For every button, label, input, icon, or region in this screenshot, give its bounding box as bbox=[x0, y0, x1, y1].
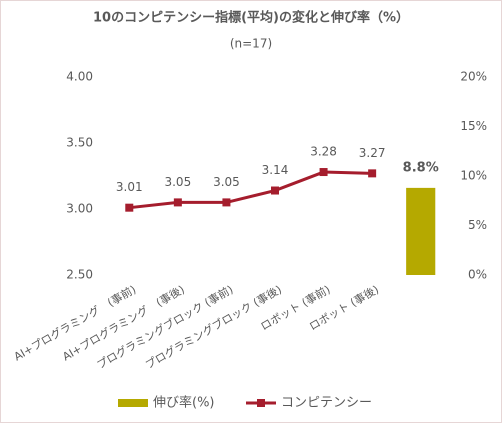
legend-label: コンピテンシー bbox=[281, 396, 372, 411]
line-marker bbox=[173, 198, 182, 207]
y2-tick-label: 5% bbox=[468, 218, 487, 232]
y-tick-label: 3.50 bbox=[66, 136, 93, 150]
y2-tick-label: 20% bbox=[460, 70, 487, 84]
y-tick-label: 3.00 bbox=[66, 202, 93, 216]
chart-title: 10のコンピテンシー指標(平均)の変化と伸び率（%） bbox=[93, 10, 409, 26]
y2-tick-label: 15% bbox=[460, 119, 487, 133]
legend-swatch bbox=[257, 399, 265, 407]
y2-tick-label: 0% bbox=[468, 268, 487, 282]
chart-subtitle: (n=17) bbox=[230, 37, 272, 51]
line-marker bbox=[271, 186, 279, 195]
data-label: 3.05 bbox=[164, 175, 191, 189]
y2-tick-label: 10% bbox=[460, 169, 487, 183]
data-label: 3.01 bbox=[116, 180, 143, 194]
data-label: 3.05 bbox=[213, 175, 240, 189]
legend-swatch bbox=[118, 399, 148, 407]
line-marker bbox=[125, 203, 134, 212]
data-label: 3.14 bbox=[262, 163, 289, 177]
data-label: 3.27 bbox=[359, 146, 386, 160]
data-label: 8.8% bbox=[403, 160, 439, 175]
line-marker bbox=[222, 198, 231, 207]
legend-label: 伸び率(%) bbox=[153, 395, 215, 411]
bar bbox=[406, 187, 436, 275]
line bbox=[129, 170, 373, 210]
data-label: 3.28 bbox=[310, 145, 337, 159]
y-tick-label: 2.50 bbox=[66, 268, 93, 282]
y-tick-label: 4.00 bbox=[66, 70, 93, 84]
line-marker bbox=[319, 168, 328, 177]
line-marker bbox=[368, 169, 377, 178]
